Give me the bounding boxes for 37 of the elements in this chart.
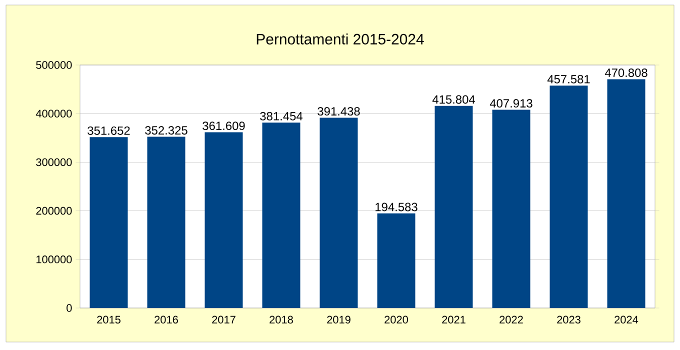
- bar: [147, 136, 186, 308]
- y-tick-label: 500000: [36, 61, 72, 69]
- bar: [492, 110, 530, 308]
- x-tick-label: 2018: [270, 316, 293, 324]
- x-tick-label: 2020: [384, 316, 408, 324]
- data-label: 391.438: [318, 107, 360, 116]
- bar: [262, 122, 300, 308]
- x-tick-label: 2021: [442, 316, 466, 324]
- bar: [90, 137, 128, 308]
- data-label: 352.325: [145, 126, 188, 135]
- x-tick-label: 2017: [212, 316, 236, 324]
- data-label: 351.652: [88, 126, 130, 135]
- x-tick-label: 2023: [557, 316, 580, 324]
- x-tick-label: 2022: [500, 316, 523, 324]
- y-tick-label: 300000: [36, 158, 72, 166]
- bar: [204, 132, 243, 308]
- y-tick-label: 400000: [36, 110, 72, 118]
- chart-title: Pernottamenti 2015-2024: [256, 34, 424, 44]
- data-label: 381.454: [260, 112, 303, 120]
- data-label: 361.609: [202, 122, 245, 130]
- data-label: 470.808: [604, 68, 648, 77]
- data-label: 457.581: [547, 74, 590, 84]
- x-tick-label: 2019: [327, 316, 350, 324]
- bar: [377, 213, 416, 308]
- y-tick-label: 0: [66, 304, 72, 312]
- x-tick-label: 2016: [154, 316, 178, 324]
- data-label: 407.913: [490, 99, 532, 108]
- y-tick-label: 100000: [36, 256, 72, 264]
- data-label: 415.804: [432, 95, 476, 104]
- bar: [320, 118, 358, 308]
- bar: [434, 106, 473, 308]
- y-tick-label: 200000: [36, 206, 72, 215]
- bar: [607, 79, 646, 308]
- x-tick-label: 2024: [614, 316, 638, 324]
- x-tick-label: 2015: [97, 316, 120, 324]
- data-label: 194.583: [376, 202, 418, 212]
- bar: [550, 86, 588, 308]
